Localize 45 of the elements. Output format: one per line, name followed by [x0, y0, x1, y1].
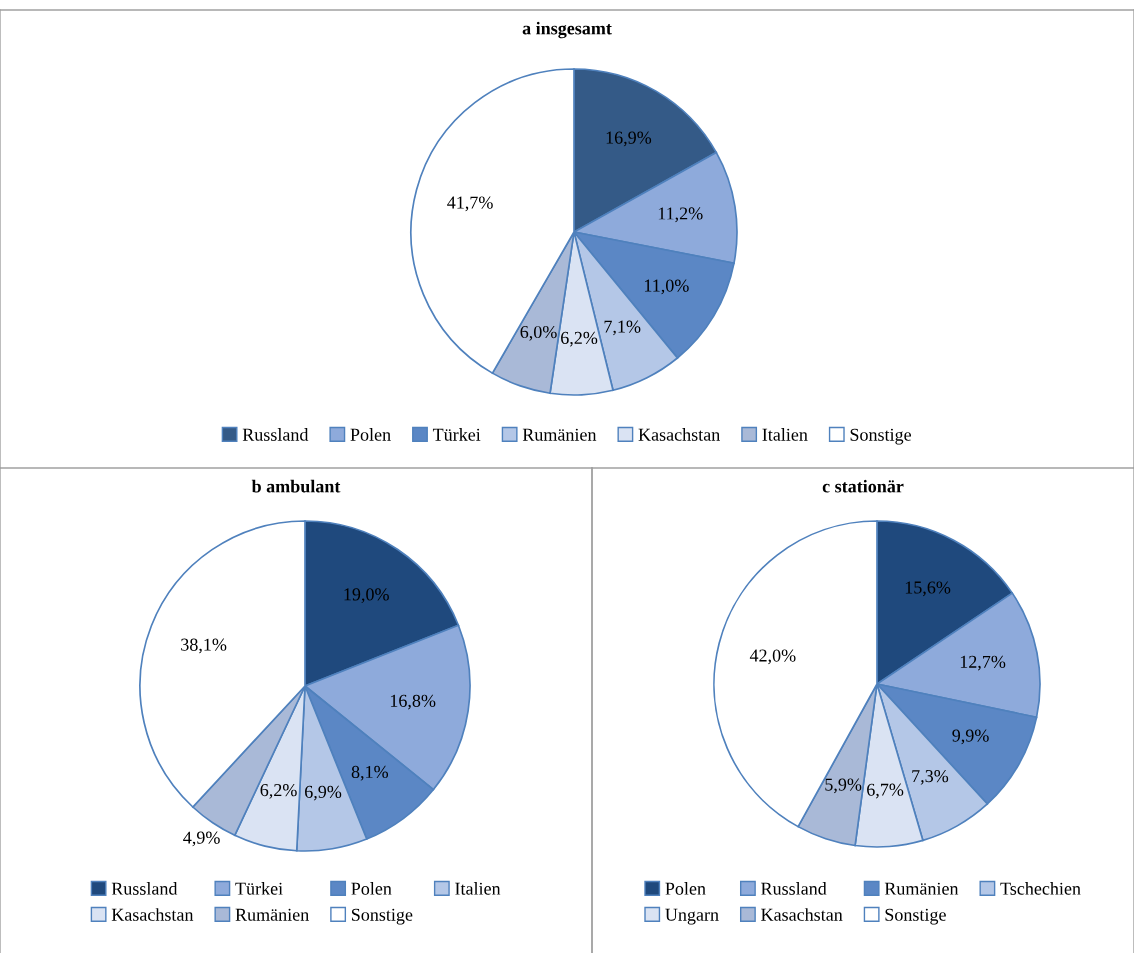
legend-label: Italien	[762, 428, 808, 441]
legend-label: Türkei	[235, 882, 283, 895]
data-label: 4,9%	[183, 831, 220, 847]
legend-label: Kasachstan	[111, 908, 194, 921]
legend-label: Sonstige	[351, 908, 413, 925]
legend-label: Türkei	[432, 428, 481, 441]
chart-title: a insgesamt	[522, 21, 612, 39]
legend-label: Kasachstan	[761, 908, 843, 921]
data-label: 19,0%	[344, 588, 389, 604]
data-label: 15,6%	[905, 581, 951, 597]
data-label: 12,7%	[960, 655, 1006, 671]
data-label: 38,1%	[181, 638, 227, 654]
legend-label: Rumänien	[884, 882, 959, 895]
legend-label: Sonstige	[885, 908, 946, 925]
data-label: 16,8%	[390, 694, 436, 710]
data-label: 11,0%	[644, 279, 689, 295]
legend-label: Kasachstan	[638, 428, 720, 441]
legend-label: Russland	[761, 882, 827, 895]
data-label: 7,1%	[604, 320, 641, 336]
legend-label: Russland	[242, 428, 309, 441]
legend-label: Polen	[665, 882, 706, 895]
data-label: 7,3%	[912, 769, 949, 785]
data-label: 16,9%	[606, 131, 652, 147]
legend-label: Italien	[455, 882, 501, 895]
data-label: 6,2%	[561, 331, 598, 347]
data-label: 11,2%	[658, 207, 703, 223]
legend-label: Ungarn	[665, 908, 719, 925]
legend-label: Rumänien	[522, 428, 597, 441]
data-label: 42,0%	[749, 649, 796, 665]
data-label: 8,1%	[351, 765, 389, 781]
data-label: 6,0%	[520, 325, 557, 341]
data-label: 9,9%	[952, 729, 989, 745]
data-label: 6,2%	[260, 783, 297, 799]
legend-label: Russland	[111, 882, 178, 895]
data-label: 41,7%	[447, 196, 493, 212]
chart-title: c stationär	[822, 479, 904, 493]
chart-title: b ambulant	[251, 479, 341, 493]
legend-label: Tschechien	[1000, 882, 1081, 895]
data-label: 6,7%	[867, 783, 904, 799]
legend-label: Rumänien	[235, 908, 309, 921]
data-label: 6,9%	[305, 785, 342, 801]
data-label: 5,9%	[825, 778, 862, 794]
legend-label: Polen	[350, 428, 391, 441]
legend-label: Polen	[351, 882, 392, 895]
legend-label: Sonstige	[850, 428, 911, 445]
